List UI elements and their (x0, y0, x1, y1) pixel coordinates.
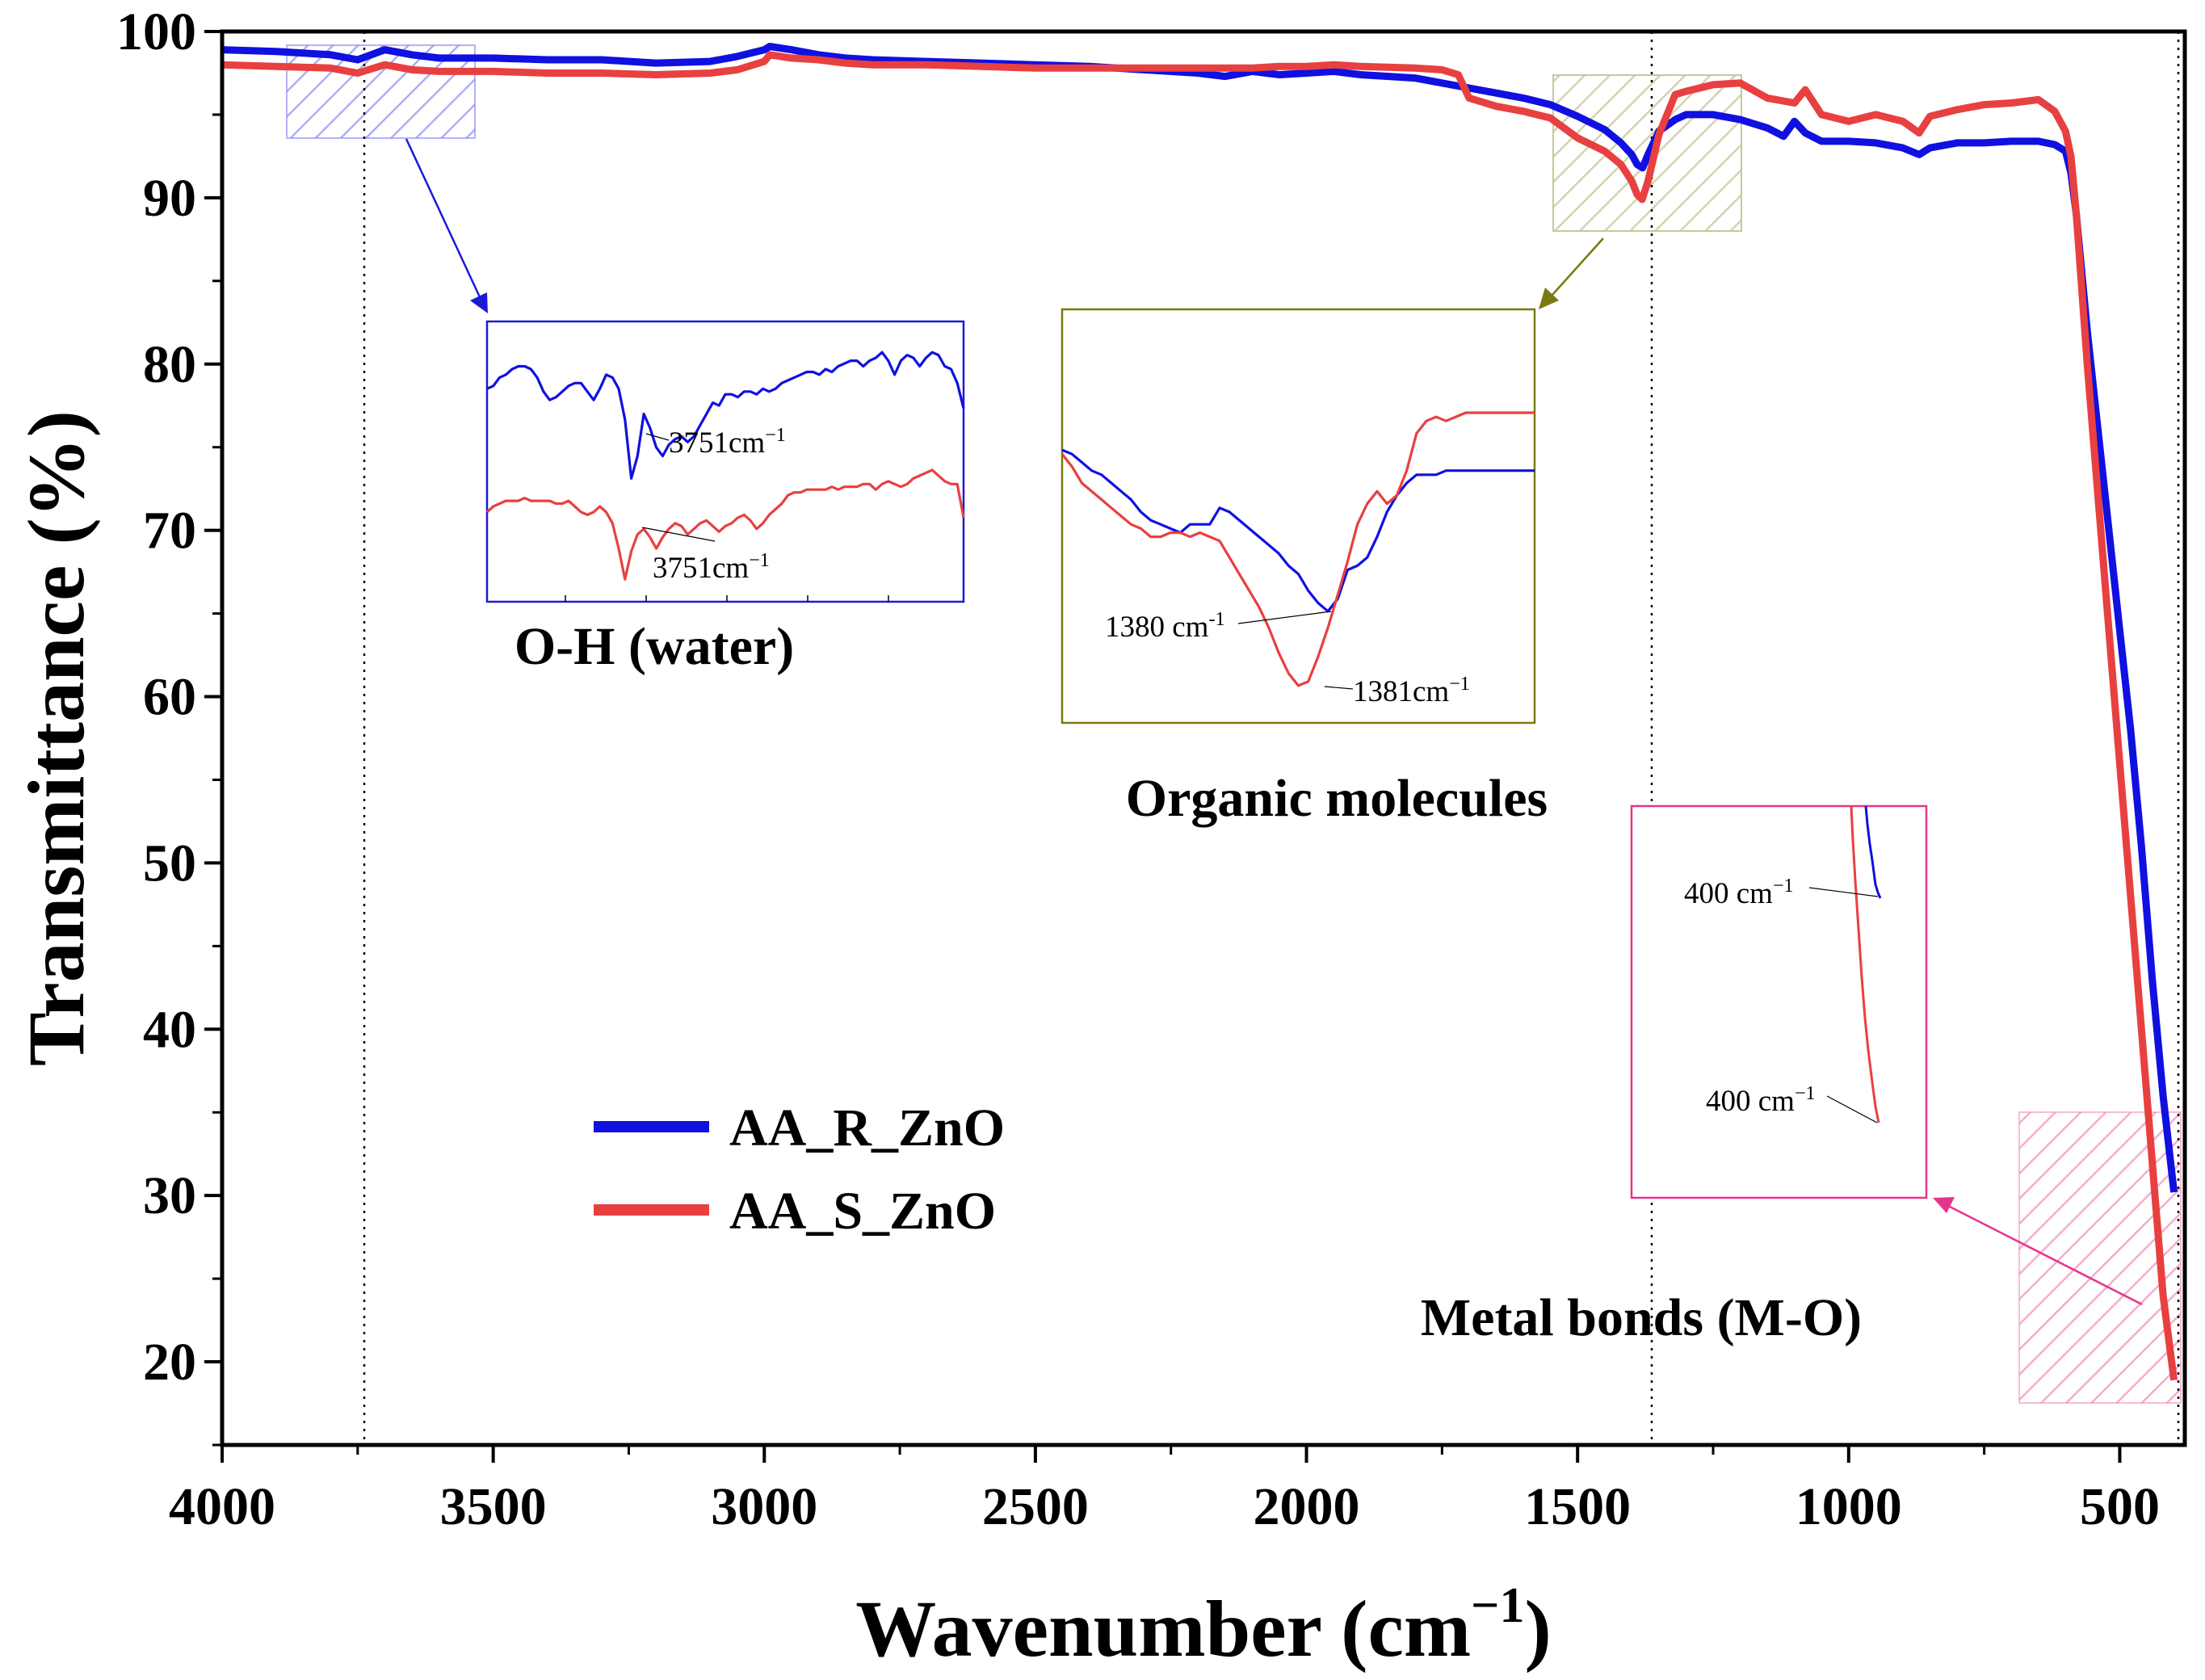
y-tick-label-80: 80 (143, 335, 196, 394)
legend-label-aa-r-zno: AA_R_ZnO (729, 1098, 1005, 1157)
inset-organic-caption: Organic molecules (1126, 769, 1548, 828)
inset-metal-frame (1630, 804, 1928, 1199)
x-tick-label-2000: 2000 (1254, 1477, 1360, 1536)
inset-metal-label-2: 400 cm−1 (1706, 1083, 1816, 1118)
x-tick-label-1000: 1000 (1796, 1477, 1902, 1536)
x-axis-title: Wavenumber (cm−1) (855, 1578, 1552, 1674)
x-tick-label-500: 500 (2080, 1477, 2160, 1536)
x-axis-title-sup: −1 (1471, 1578, 1524, 1633)
oh-inset-line-0 (486, 351, 965, 480)
x-tick-label-3500: 3500 (440, 1477, 547, 1536)
legend: AA_R_ZnO AA_S_ZnO (594, 1098, 1005, 1241)
plot-frame (220, 29, 2187, 1447)
inset-oh-frame (485, 320, 965, 603)
x-tick-label-2500: 2500 (982, 1477, 1089, 1536)
inset-oh-label-2: 3751cm−1 (653, 550, 770, 585)
inset-oh-leader-2 (641, 527, 716, 542)
inset-oh-caption: O-H (water) (514, 617, 794, 676)
inset-organic-label-1: 1380 cm-1 (1105, 609, 1224, 644)
y-axis-title: Transmittance (%) (11, 410, 101, 1066)
y-tick-label-60: 60 (143, 668, 196, 727)
x-axis-title-close: ) (1525, 1584, 1552, 1674)
y-tick-label-40: 40 (143, 1000, 196, 1059)
x-tick-label-1500: 1500 (1524, 1477, 1631, 1536)
inset-organic-label-2: 1381cm−1 (1353, 674, 1470, 708)
inset-metal-leader-1 (1808, 887, 1879, 897)
inset-metal-line-aa-r-zno (1864, 805, 1882, 899)
inset-oh: 3751cm−1 3751cm−1 O-H (water) (485, 320, 965, 676)
arrow-metal (1933, 1197, 2143, 1306)
inset-metal-label-1: 400 cm−1 (1684, 876, 1794, 910)
arrow-organic (1539, 237, 1604, 309)
x-tick-label-4000: 4000 (169, 1477, 275, 1536)
x-tick-label-3000: 3000 (711, 1477, 817, 1536)
inset-metal: 400 cm−1 400 cm−1 Metal bonds (M-O) (1421, 804, 1928, 1347)
inset-metal-leader-2 (1826, 1095, 1878, 1124)
series-line-aa-r-zno (222, 43, 2178, 1193)
org-inset-line-1 (1060, 411, 1535, 687)
inset-organic-leader-1 (1237, 611, 1332, 624)
inset-oh-leader-1 (645, 433, 670, 441)
y-tick-label-30: 30 (143, 1166, 196, 1225)
oh-inset-line-1 (485, 468, 965, 581)
series-line-aa-s-zno (222, 51, 2178, 1381)
y-tick-label-50: 50 (143, 834, 196, 892)
inset-organic-frame (1060, 308, 1536, 724)
y-tick-label-20: 20 (143, 1333, 196, 1392)
y-tick-label-100: 100 (116, 2, 196, 61)
inset-organic-leader-2 (1324, 686, 1354, 690)
y-tick-label-90: 90 (143, 169, 196, 228)
inset-organic: 1380 cm-1 1381cm−1 Organic molecules (1060, 308, 1548, 828)
inset-metal-caption: Metal bonds (M-O) (1421, 1288, 1862, 1347)
arrow-oh (405, 138, 488, 313)
inset-metal-line-aa-s-zno (1850, 805, 1880, 1124)
org-inset-line-0 (1061, 448, 1535, 613)
x-axis-title-main: Wavenumber (cm (855, 1584, 1471, 1674)
inset-oh-label-1: 3751cm−1 (669, 425, 786, 460)
legend-label-aa-s-zno: AA_S_ZnO (729, 1182, 996, 1241)
y-tick-label-70: 70 (143, 502, 196, 561)
